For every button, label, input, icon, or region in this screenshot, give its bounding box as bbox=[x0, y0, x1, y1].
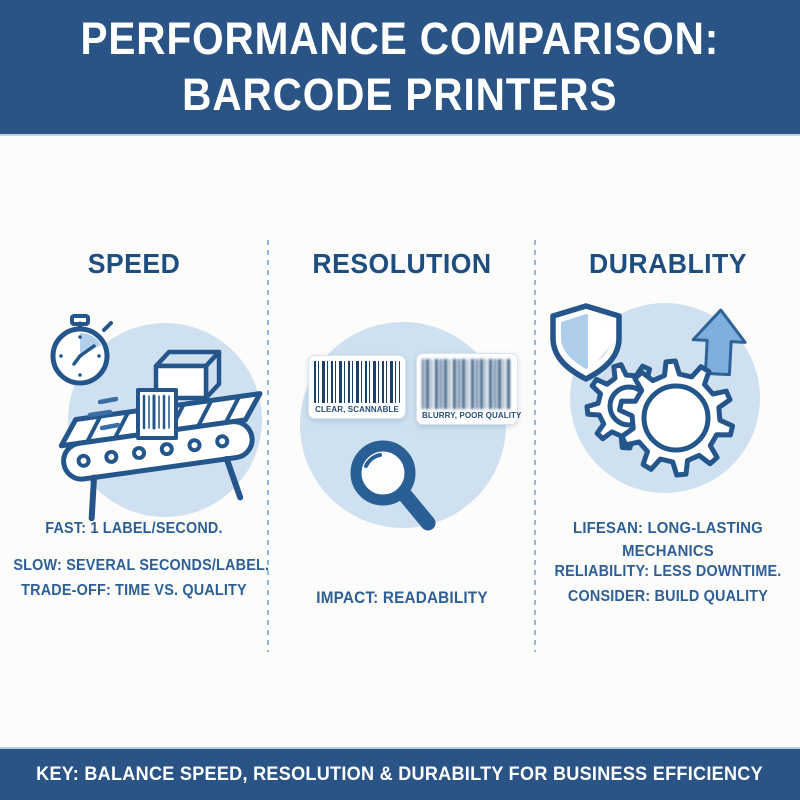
gear-large-icon bbox=[617, 358, 735, 478]
clear-barcode-stripes bbox=[314, 361, 400, 403]
footer-banner: KEY: BALANCE SPEED, RESOLUTION & DURABIL… bbox=[0, 747, 800, 800]
speed-title: SPEED bbox=[87, 248, 181, 279]
durability-column: DURABLITY LIFESAN: LONG-LASTING MECH bbox=[536, 136, 800, 750]
column-divider-right bbox=[534, 240, 536, 652]
resolution-impact-text: IMPACT: READABILITY bbox=[316, 588, 488, 607]
shield-gears-arrow-icon bbox=[550, 303, 760, 493]
magnifier-icon bbox=[350, 440, 436, 531]
durability-reliability-text: RELIABILITY: LESS DOWNTIME. bbox=[554, 563, 782, 580]
durability-consider-text: CONSIDER: BUILD QUALITY bbox=[567, 588, 769, 605]
shield-icon bbox=[550, 303, 622, 382]
speed-tradeoff-text: TRADE-OFF: TIME VS. QUALITY bbox=[21, 582, 247, 599]
clear-barcode-caption: CLEAR, SCANNABLE bbox=[315, 405, 399, 414]
column-divider-left bbox=[267, 240, 269, 652]
blurry-barcode-caption: BLURRY, POOR QUALITY bbox=[422, 411, 522, 420]
blurry-barcode-stripes bbox=[422, 359, 512, 409]
footer-key-text: KEY: BALANCE SPEED, RESOLUTION & DURABIL… bbox=[36, 763, 764, 785]
printer-head-icon bbox=[153, 349, 222, 401]
page-title-line1: PERFORMANCE COMPARISON: bbox=[80, 13, 720, 64]
up-arrow-icon bbox=[691, 308, 747, 377]
motion-dashes-icon bbox=[87, 396, 121, 431]
printed-label-icon bbox=[136, 388, 178, 440]
speed-fast-text: FAST: 1 LABEL/SECOND. bbox=[45, 520, 223, 537]
clear-barcode-card: CLEAR, SCANNABLE bbox=[308, 355, 406, 419]
blurry-barcode-card: BLURRY, POOR QUALITY bbox=[416, 353, 522, 425]
header-banner: PERFORMANCE COMPARISON: BARCODE PRINTERS bbox=[0, 0, 800, 136]
resolution-column: RESOLUTION CLEAR, SCANNABLE BLURRY, POOR… bbox=[268, 136, 536, 750]
speed-slow-text: SLOW: SEVERAL SECONDS/LABEL. bbox=[13, 557, 270, 574]
page-title-line2: BARCODE PRINTERS bbox=[182, 69, 618, 120]
resolution-title: RESOLUTION bbox=[312, 248, 492, 279]
stopwatch-icon bbox=[50, 314, 113, 386]
stopwatch-conveyor-printer-icon bbox=[50, 314, 263, 522]
durability-title: DURABLITY bbox=[589, 248, 747, 279]
speed-column: SPEED bbox=[0, 136, 270, 750]
durability-lifespan-text: LIFESAN: LONG-LASTING MECHANICS bbox=[573, 520, 763, 560]
